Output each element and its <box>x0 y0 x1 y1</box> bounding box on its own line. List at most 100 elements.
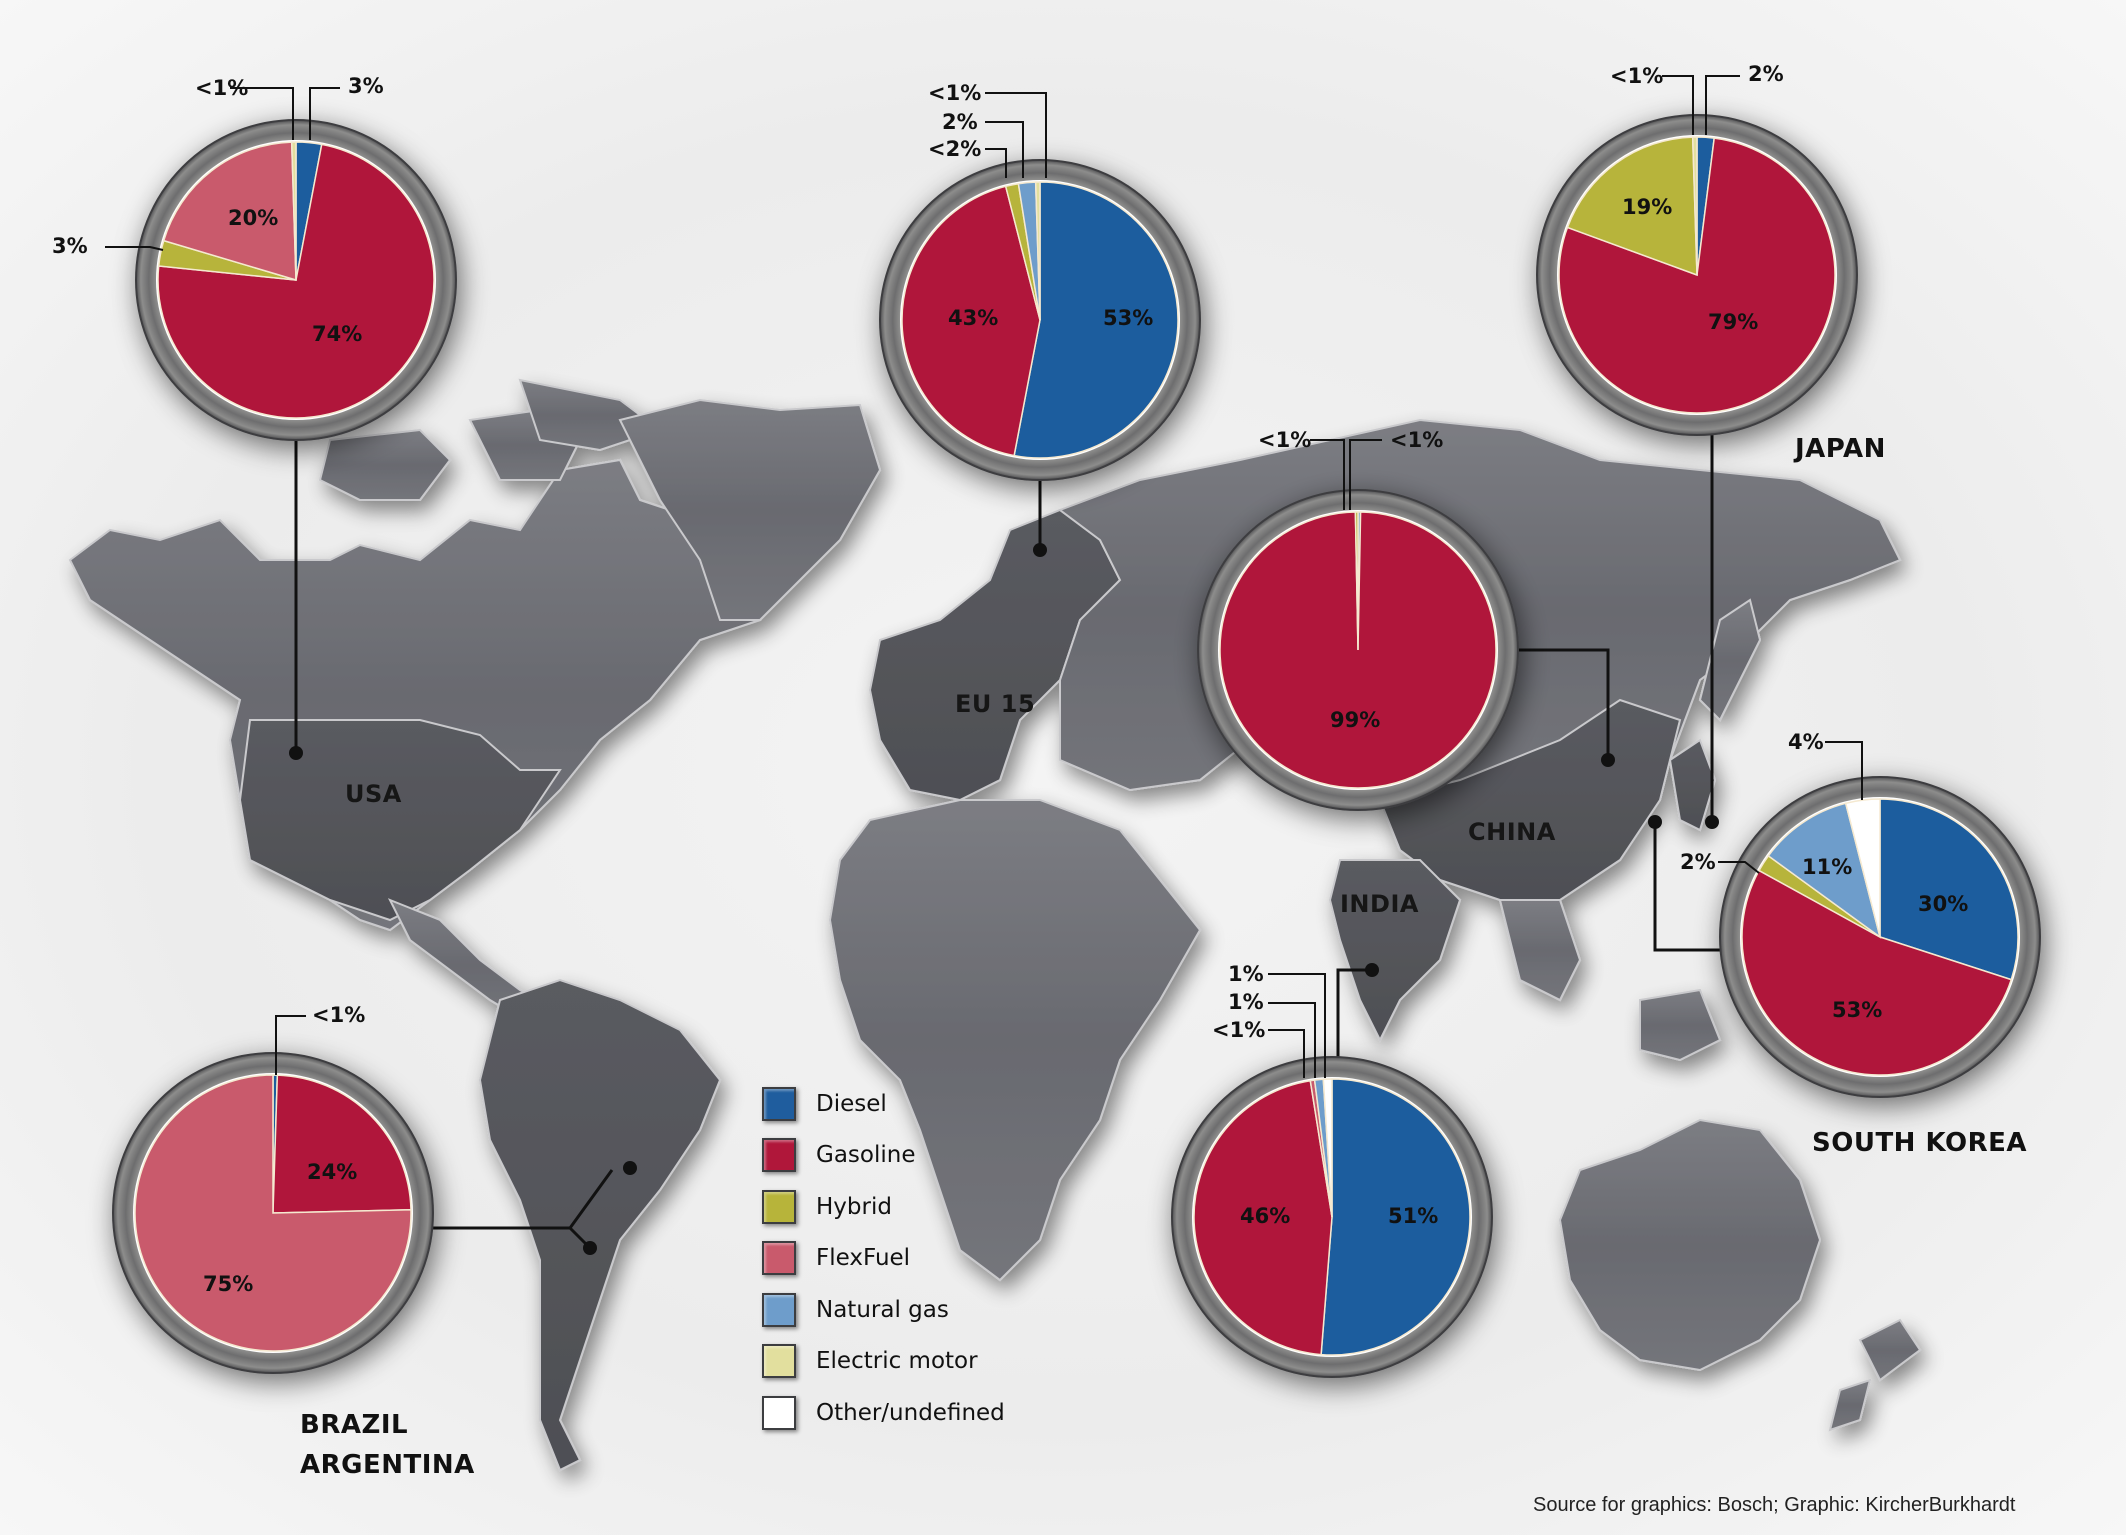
other-swatch-icon <box>762 1395 796 1430</box>
south-korea-other-pct: 4% <box>1788 730 1824 754</box>
pie-slice-gasoline <box>157 143 435 419</box>
pie-slice-diesel <box>1320 1078 1471 1356</box>
pie-usa <box>135 119 457 441</box>
india-shape <box>1328 859 1462 1043</box>
legend-item-other: Other/undefined <box>762 1387 1005 1439</box>
japan-hybrid-pct: 19% <box>1622 195 1673 219</box>
india-diesel-pct: 51% <box>1388 1204 1439 1228</box>
region-label-japan: JAPAN <box>1795 434 1886 464</box>
legend-label: Diesel <box>816 1090 887 1117</box>
south-america-shape <box>478 978 722 1472</box>
india-natural-gas-pct: 1% <box>1228 990 1264 1014</box>
pie-slice-gasoline <box>901 185 1041 457</box>
legend: Diesel Gasoline Hybrid FlexFuel Natural … <box>762 1078 1005 1439</box>
south-korea-diesel-pct: 30% <box>1918 892 1969 916</box>
pie-slice-other <box>1844 798 1881 938</box>
greenland-shape <box>618 398 882 621</box>
usa-shape <box>238 719 562 922</box>
brazil-diesel-pct: <1% <box>312 1003 366 1027</box>
legend-label: Other/undefined <box>816 1399 1005 1426</box>
source-credit: Source for graphics: Bosch; Graphic: Kir… <box>1533 1494 2016 1516</box>
pie-slice-gasoline <box>1741 869 2013 1076</box>
pie-eu-15 <box>879 159 1201 481</box>
south-korea-leader-line <box>1653 822 1725 952</box>
africa-shape <box>828 799 1202 1282</box>
electric-motor-swatch-icon <box>762 1344 796 1379</box>
china-gasoline-pct: 99% <box>1330 708 1381 732</box>
japan-electric-pct: <1% <box>1610 64 1664 88</box>
pie-slice-gasoline <box>1219 511 1497 789</box>
japan-shape <box>1698 598 1762 722</box>
pie-slice-electric_motor <box>1691 136 1698 276</box>
india-other-pct: 1% <box>1228 962 1264 986</box>
pie-south-korea <box>1719 776 2041 1098</box>
diesel-swatch-icon <box>762 1086 796 1121</box>
hybrid-swatch-icon <box>762 1189 796 1224</box>
australia-shape <box>1558 1118 1822 1372</box>
japan-diesel-pct: 2% <box>1748 62 1784 86</box>
legend-label: Electric motor <box>816 1348 978 1375</box>
south-korea-natural-gas-pct: 11% <box>1802 855 1853 879</box>
region-label-brazil: BRAZIL <box>300 1410 409 1440</box>
flexfuel-swatch-icon <box>762 1241 796 1276</box>
india-gasoline-pct: 46% <box>1240 1204 1291 1228</box>
region-label-usa: USA <box>345 780 402 808</box>
pie-slice-electric_motor <box>290 141 297 281</box>
pie-slice-electric_motor <box>1034 181 1041 321</box>
legend-label: Gasoline <box>816 1142 916 1169</box>
natural-gas-swatch-icon <box>762 1292 796 1327</box>
eu15-natural-gas-pct: 2% <box>942 110 978 134</box>
pie-brazil-argentina <box>112 1052 434 1374</box>
eu15-hybrid-pct: <2% <box>928 137 982 161</box>
pie-slice-natural_gas <box>1767 802 1882 939</box>
china-natural-gas-pct: <1% <box>1390 428 1444 452</box>
pie-slice-flexfuel <box>134 1074 412 1352</box>
region-label-india: INDIA <box>1340 890 1419 918</box>
usa-diesel-pct: 3% <box>348 74 384 98</box>
eu15-electric-pct: <1% <box>928 81 982 105</box>
japan-gasoline-pct: 79% <box>1708 310 1759 334</box>
usa-flexfuel-pct: 20% <box>228 206 279 230</box>
legend-item-natural-gas: Natural gas <box>762 1284 1005 1336</box>
eu15-diesel-pct: 53% <box>1103 306 1154 330</box>
usa-electric-pct: <1% <box>195 76 249 100</box>
usa-gasoline-pct: 74% <box>312 322 363 346</box>
pie-slice-diesel <box>1879 798 2019 981</box>
china-hybrid-pct: <1% <box>1258 428 1312 452</box>
usa-hybrid-pct: 3% <box>52 234 88 258</box>
south-korea-gasoline-pct: 53% <box>1832 998 1883 1022</box>
legend-item-hybrid: Hybrid <box>762 1181 1005 1233</box>
legend-item-flexfuel: FlexFuel <box>762 1233 1005 1285</box>
pie-japan <box>1536 114 1858 436</box>
pie-slice-gasoline <box>1193 1079 1333 1356</box>
region-label-eu15: EU 15 <box>955 690 1036 718</box>
legend-label: Natural gas <box>816 1296 949 1323</box>
china-leader-line <box>1510 648 1610 760</box>
legend-item-electric-motor: Electric motor <box>762 1336 1005 1388</box>
india-flexfuel-pct: <1% <box>1212 1018 1266 1042</box>
pie-slice-diesel <box>1013 181 1179 459</box>
legend-label: Hybrid <box>816 1193 892 1220</box>
pie-china <box>1197 489 1519 811</box>
brazil-gasoline-pct: 24% <box>307 1160 358 1184</box>
pie-slice-hybrid <box>1566 136 1698 277</box>
region-label-south-korea: SOUTH KOREA <box>1812 1128 2027 1158</box>
pie-slice-hybrid <box>1354 511 1359 651</box>
region-label-argentina: ARGENTINA <box>300 1450 475 1480</box>
korea-shape <box>1668 738 1717 832</box>
legend-item-gasoline: Gasoline <box>762 1130 1005 1182</box>
pie-slice-flexfuel <box>162 141 297 282</box>
india-leader-line <box>1336 968 1372 1080</box>
brazil-flexfuel-pct: 75% <box>203 1272 254 1296</box>
pie-slice-other <box>1322 1078 1333 1218</box>
south-korea-hybrid-pct: 2% <box>1680 850 1716 874</box>
pie-slice-gasoline <box>272 1074 412 1214</box>
region-label-china: CHINA <box>1468 818 1556 846</box>
gasoline-swatch-icon <box>762 1138 796 1173</box>
eu15-gasoline-pct: 43% <box>948 306 999 330</box>
legend-label: FlexFuel <box>816 1245 911 1272</box>
